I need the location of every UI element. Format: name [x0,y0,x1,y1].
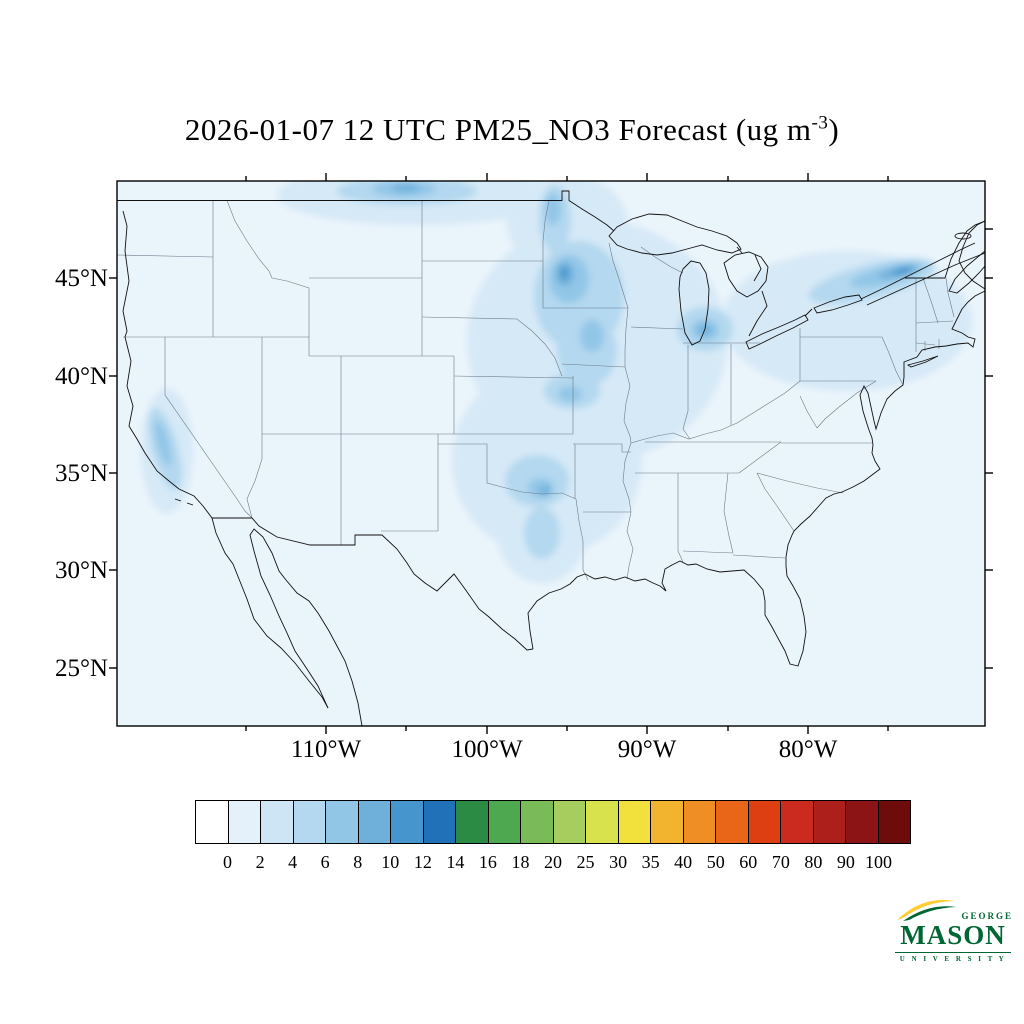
logo-divider [895,952,1011,953]
colorbar-segments [195,800,911,844]
colorbar-segment [683,801,716,843]
lat-label: 25°N [54,655,108,682]
colorbar-tick-label: 30 [609,852,628,872]
colorbar-tick-label: 18 [511,852,530,872]
colorbar-tick-label: 60 [739,852,758,872]
colorbar-tick-label: 6 [320,852,330,872]
colorbar-segment [586,801,619,843]
lon-label: 90°W [617,736,677,763]
colorbar-tick-label: 80 [804,852,823,872]
lat-label: 45°N [54,265,108,292]
logo-university-text: U N I V E R S I T Y [899,955,1007,963]
colorbar-tick-label: 16 [478,852,497,872]
colorbar-tick-label: 50 [706,852,725,872]
pm25-shading-layer [141,181,972,583]
colorbar-tick-label: 0 [223,852,233,872]
lon-label: 80°W [778,736,838,763]
colorbar-segment [716,801,749,843]
colorbar-segment [423,801,456,843]
colorbar-segment [651,801,684,843]
colorbar-tick-label: 4 [288,852,298,872]
lat-label: 30°N [54,557,108,584]
plot-title-exponent: -3 [811,112,829,134]
colorbar-tick-label: 70 [771,852,790,872]
colorbar-tick-label: 10 [381,852,400,872]
colorbar-segment [391,801,424,843]
map-frame [116,180,986,727]
colorbar-segment [358,801,391,843]
colorbar-tick-label: 35 [641,852,660,872]
colorbar-segment [456,801,489,843]
colorbar-segment [228,801,261,843]
colorbar-tick-label: 12 [413,852,432,872]
colorbar-segment [553,801,586,843]
colorbar-tick-label: 25 [576,852,595,872]
colorbar-segment [326,801,359,843]
gmu-torch-icon [897,899,957,921]
colorbar-tick-label: 2 [255,852,265,872]
colorbar-segment [261,801,294,843]
logo-george-text: GEORGE [961,911,1013,921]
colorbar-segment [846,801,879,843]
colorbar-tick-label: 100 [864,852,892,872]
plot-title-suffix: ) [828,112,840,147]
lon-label: 100°W [451,736,523,763]
colorbar-segment [748,801,781,843]
colorbar: 0 2 4 6 8 10 12 14 16 18 20 25 30 35 40 50 60 70 80 90 100 [195,800,911,872]
lon-label: 110°W [290,736,362,763]
colorbar-segment [293,801,326,843]
colorbar-tick-label: 14 [446,852,465,872]
coastlines [117,190,985,726]
colorbar-tick-label: 20 [544,852,562,872]
colorbar-segment [488,801,521,843]
colorbar-segment [196,801,229,843]
colorbar-tick-label: 8 [353,852,363,872]
colorbar-tick-label: 40 [674,852,693,872]
colorbar-segment [781,801,814,843]
state-borders [117,200,955,581]
plot-title: 2026-01-07 12 UTC PM25_NO3 Forecast (ug … [0,112,1024,148]
colorbar-segment [521,801,554,843]
george-mason-university-logo: GEORGE MASON U N I V E R S I T Y [893,897,1013,963]
axis-ticks [109,173,993,734]
colorbar-segment [618,801,651,843]
plot-title-text: 2026-01-07 12 UTC PM25_NO3 Forecast (ug … [184,112,812,147]
lat-label: 35°N [54,460,108,487]
logo-mason-text: MASON [900,920,1006,950]
colorbar-tick-label: 90 [836,852,855,872]
colorbar-segment [813,801,846,843]
colorbar-segment [878,801,910,843]
map-canvas [109,173,993,734]
lat-label: 40°N [54,363,108,390]
forecast-map [109,173,993,734]
